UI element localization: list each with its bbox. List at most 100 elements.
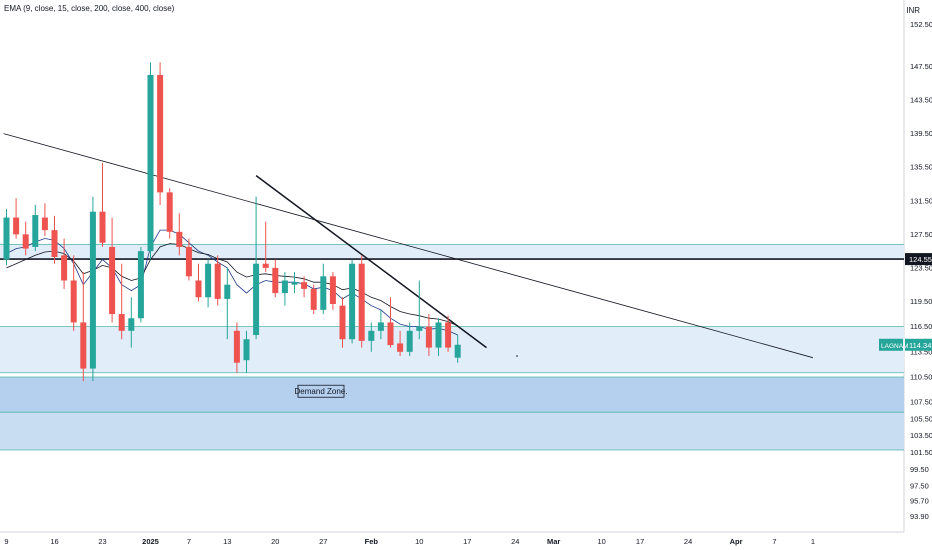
price-tick-label: 147.50 [910, 62, 932, 71]
price-tick-label: 131.50 [910, 196, 932, 205]
price-tick-label: 152.50 [910, 20, 932, 29]
time-tick-label: Apr [730, 537, 743, 546]
price-tick-label: 93.90 [910, 512, 929, 521]
candle-body [224, 284, 231, 299]
grid [0, 0, 905, 533]
candle-body [214, 263, 221, 299]
time-tick-label: 24 [511, 537, 519, 546]
candle-body [272, 267, 279, 294]
time-tick-label: 24 [684, 537, 692, 546]
candle-body [281, 280, 288, 294]
candle-body [291, 282, 298, 285]
price-tick-label: 110.50 [910, 372, 932, 381]
time-tick-label: 9 [4, 537, 8, 546]
candles[interactable] [3, 62, 461, 382]
last-price-label-box [905, 338, 932, 351]
price-tick-label: 119.50 [910, 297, 932, 306]
price-tick-label: 123.50 [910, 263, 932, 272]
candle-body [358, 263, 365, 341]
candle-body [118, 314, 125, 331]
candle-body [166, 192, 173, 232]
candle-body [137, 251, 144, 319]
price-tick-label: 101.50 [910, 448, 932, 457]
candle-body [310, 288, 317, 310]
time-tick-label: Feb [365, 537, 379, 546]
price-tick-label: 135.50 [910, 163, 932, 172]
candle-body [109, 246, 116, 315]
price-tick-label: 139.50 [910, 129, 932, 138]
candle-body [387, 322, 394, 346]
candle-body [339, 305, 346, 340]
price-tick-label: 143.50 [910, 96, 932, 105]
price-tick-label: 95.70 [910, 497, 929, 506]
candle-body [377, 322, 384, 331]
time-tick-label: 27 [319, 537, 327, 546]
candle-body [368, 330, 375, 341]
price-tick-label: 99.50 [910, 465, 929, 474]
candle-body [205, 263, 212, 298]
candle-body [128, 318, 135, 331]
ema-fast-line [6, 229, 458, 336]
candle-body [89, 211, 96, 369]
time-axis[interactable]: 9 16 23 2025 7 13 20 27 Feb 10 17 24 Mar 10 17 24 Apr 7 1 [4, 537, 815, 546]
candle-body [70, 280, 77, 323]
currency-label[interactable]: INR [906, 6, 920, 15]
candle-body [176, 231, 183, 247]
candle-body [406, 330, 413, 352]
zones [0, 244, 904, 451]
time-tick-label: 17 [463, 537, 471, 546]
symbol-tag: LAGNAM [881, 343, 908, 350]
candle-body [13, 217, 20, 235]
candle-body [157, 74, 164, 193]
price-axis[interactable]: 152.50 147.50 143.50 139.50 135.50 131.50 127.… [879, 20, 932, 521]
last-price-label: 114.34 [909, 341, 931, 350]
candle-body [51, 230, 58, 257]
time-tick-label: 7 [187, 537, 191, 546]
candle-body [425, 326, 432, 348]
line-price-label: 124.55 [909, 255, 932, 264]
candle-body [233, 330, 240, 363]
time-tick-label: 7 [772, 537, 776, 546]
candle-body [41, 217, 48, 231]
trend-line [255, 175, 487, 349]
zone-rect [0, 412, 904, 450]
candle-body [99, 211, 106, 243]
candle-body [416, 326, 423, 331]
candle-body [320, 276, 327, 310]
time-tick-label: 10 [598, 537, 606, 546]
zone-rect [0, 376, 904, 413]
demand-zone-label-box [297, 384, 345, 398]
point-marker [516, 355, 518, 357]
time-tick-label: 2025 [142, 537, 159, 546]
zone-rect [0, 244, 904, 260]
indicator-legend[interactable]: EMA (9, close, 15, close, 200, close, 40… [4, 4, 175, 13]
price-tick-label: 113.50 [910, 347, 932, 356]
price-tick-label: 105.50 [910, 414, 932, 423]
candle-body [32, 215, 39, 247]
candle-body [329, 276, 336, 304]
time-tick-label: Mar [547, 537, 560, 546]
candle-body [301, 282, 308, 289]
time-tick-label: 10 [415, 537, 423, 546]
price-tick-label: 107.50 [910, 398, 932, 407]
price-tick-label: 116.50 [910, 322, 932, 331]
annotations: Demand Zone. [295, 355, 518, 398]
symbol-tag-box [879, 338, 903, 351]
time-tick-label: 23 [98, 537, 106, 546]
candle-body [195, 280, 202, 298]
ema-slow-line [6, 243, 458, 327]
zone-rect [0, 326, 904, 373]
time-tick-label: 20 [271, 537, 279, 546]
candle-body [243, 339, 250, 361]
price-tick-label: 97.50 [910, 482, 929, 491]
price-tick-label: 127.50 [910, 230, 932, 239]
price-tick-label: 103.50 [910, 431, 932, 440]
candle-body [147, 74, 154, 252]
time-tick-label: 1 [811, 537, 815, 546]
ema-lines [6, 229, 458, 336]
candle-body [454, 344, 461, 358]
time-tick-label: 16 [50, 537, 58, 546]
candle-body [61, 255, 68, 281]
candle-body [185, 246, 192, 277]
